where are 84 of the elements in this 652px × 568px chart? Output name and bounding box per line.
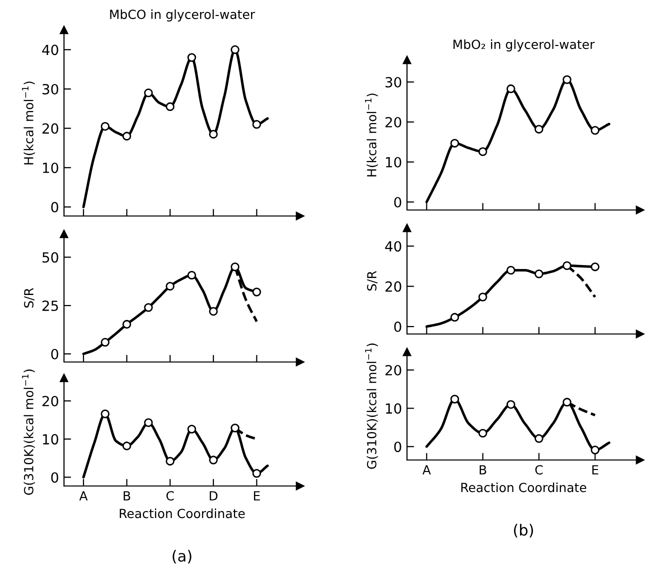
y-tick-label: 10 (386, 156, 402, 168)
y-tick-label: 30 (386, 76, 402, 88)
y-tick-label: 20 (385, 281, 402, 292)
y-axis-title: S/R (24, 288, 34, 308)
point (450, 312, 460, 322)
chart-title: MbCO in glycerol-water (110, 9, 256, 22)
x-tick-label: E (254, 491, 260, 500)
point (122, 320, 132, 329)
y-axis-title: G(310K)(kcal mol$^{−1}$) (22, 370, 35, 495)
chart-title: MbO₂ in glycerol-water (454, 39, 595, 52)
point (478, 147, 488, 156)
x-tick-label: B (480, 465, 486, 474)
y-tick-label: 40 (42, 44, 58, 56)
point (478, 292, 488, 302)
y-tick-label: 10 (42, 162, 58, 174)
point (590, 446, 600, 454)
point (209, 456, 218, 464)
y-tick-label: 20 (42, 123, 58, 134)
point (562, 398, 572, 407)
y-tick-label: 20 (42, 396, 58, 406)
point (166, 456, 174, 466)
point (252, 120, 262, 129)
y-tick-label: 10 (42, 434, 58, 445)
y-tick-label: 0 (394, 196, 402, 208)
text: (a) (172, 550, 192, 564)
x-tick-label: C (535, 465, 543, 475)
y-tick-label: 25 (42, 300, 58, 312)
point (252, 288, 262, 296)
y-tick-label: 0 (394, 322, 402, 332)
x-axis-title: Reaction Coordinate (461, 482, 586, 492)
point (562, 75, 572, 84)
point (230, 262, 240, 272)
text: (b) (514, 524, 533, 538)
point (590, 262, 600, 272)
point (534, 124, 544, 134)
point (209, 306, 218, 316)
point (252, 469, 262, 478)
y-tick-label: 40 (385, 241, 402, 252)
point (187, 424, 196, 434)
point (100, 122, 110, 131)
point (144, 303, 153, 312)
y-tick-label: 0 (394, 442, 402, 452)
y-axis-title: S/R (367, 270, 378, 291)
point (100, 410, 110, 418)
y-tick-label: 30 (42, 84, 58, 94)
y-axis-title: G(310K)(kcal mol$^{−1}$) (365, 344, 378, 469)
y-tick-label: 0 (51, 472, 58, 483)
point (122, 132, 132, 141)
y-tick-label: 50 (42, 252, 58, 263)
point (122, 442, 132, 450)
point (506, 266, 516, 275)
point (230, 424, 240, 432)
point (166, 102, 174, 112)
x-axis-title: Reaction Coordinate (120, 508, 245, 518)
point (450, 138, 460, 148)
point (506, 400, 516, 409)
point (450, 394, 460, 404)
point (144, 418, 153, 428)
point (562, 261, 572, 270)
y-tick-label: 20 (385, 364, 402, 376)
y-axis-title: H(kcal mol$^{−1}$) (365, 94, 378, 176)
x-tick-label: B (124, 491, 130, 500)
point (506, 84, 516, 94)
point (230, 45, 240, 54)
point (590, 126, 600, 135)
y-axis-title: H(kcal mol$^{−1}$) (22, 82, 35, 164)
x-tick-label: E (592, 465, 598, 474)
point (144, 88, 153, 98)
x-tick-label: A (79, 491, 88, 500)
point (209, 130, 218, 139)
x-tick-label: C (166, 491, 174, 501)
point (166, 282, 174, 291)
y-tick-label: 10 (386, 403, 402, 414)
x-tick-label: A (422, 465, 431, 474)
point (100, 338, 110, 347)
point (534, 434, 544, 443)
y-tick-label: 0 (51, 348, 58, 360)
point (478, 428, 488, 438)
point (187, 270, 196, 280)
point (187, 53, 196, 62)
y-tick-label: 20 (385, 116, 402, 128)
x-tick-label: D (210, 491, 218, 500)
y-tick-label: 0 (51, 202, 58, 212)
point (534, 269, 544, 278)
